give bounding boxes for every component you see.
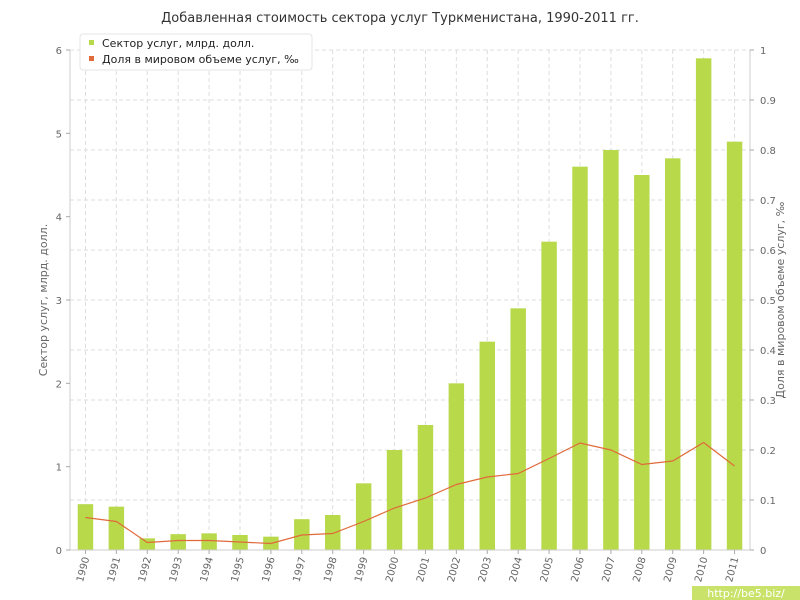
legend-swatch-bars xyxy=(89,40,94,45)
left-tick-label: 1 xyxy=(56,463,62,474)
right-tick-label: 0.4 xyxy=(760,346,776,357)
line-path xyxy=(85,441,735,545)
x-tick-label: 1997 xyxy=(292,556,309,583)
left-tick-label: 0 xyxy=(56,546,62,557)
bar xyxy=(386,450,403,550)
left-tick-label: 2 xyxy=(56,379,62,390)
left-axis-label: Сектор услуг, млрд. долл. xyxy=(37,224,50,376)
right-axis-ticks: 0 0.1 0.2 0.3 0.4 0.5 0.6 0.7 0.8 0.9 1 xyxy=(750,46,776,557)
left-tick-label: 6 xyxy=(56,46,62,57)
right-tick-label: 0.5 xyxy=(760,296,776,307)
bar-series xyxy=(77,58,743,551)
legend-label-line: Доля в мировом объеме услуг, ‰ xyxy=(102,53,299,66)
bar xyxy=(695,58,712,550)
x-tick-label: 2006 xyxy=(570,556,587,583)
left-tick-label: 3 xyxy=(56,296,62,307)
chart-title: Добавленная стоимость сектора услуг Турк… xyxy=(161,11,639,26)
x-tick-label: 2003 xyxy=(477,556,494,583)
bar xyxy=(572,166,588,550)
x-tick-label: 1999 xyxy=(353,556,370,583)
bar xyxy=(448,383,465,550)
bar xyxy=(325,515,341,550)
bar xyxy=(139,538,155,550)
x-tick-label: 2011 xyxy=(724,556,741,583)
x-tick-label: 2010 xyxy=(693,556,710,583)
left-tick-label: 4 xyxy=(56,213,62,224)
line-series xyxy=(85,441,735,545)
watermark-text[interactable]: http://be5.biz/ xyxy=(707,587,785,600)
x-tick-label: 1992 xyxy=(137,556,154,583)
x-tick-label: 2001 xyxy=(415,556,432,583)
x-tick-label: 2009 xyxy=(662,556,679,583)
bar xyxy=(665,158,681,551)
right-tick-label: 0 xyxy=(760,546,766,557)
bar xyxy=(634,175,650,550)
watermark: http://be5.biz/ xyxy=(692,586,800,600)
bar xyxy=(603,150,619,550)
bar xyxy=(108,506,125,550)
x-tick-label: 1990 xyxy=(75,556,92,583)
x-tick-label: 1996 xyxy=(261,556,278,583)
right-tick-label: 0.6 xyxy=(760,246,776,257)
bar xyxy=(479,341,495,550)
right-tick-label: 0.2 xyxy=(760,446,776,457)
x-tick-label: 2005 xyxy=(539,556,556,583)
bar xyxy=(510,308,526,550)
x-tick-label: 1993 xyxy=(168,556,185,583)
bar xyxy=(541,241,557,550)
bar xyxy=(355,483,372,550)
bar xyxy=(201,533,217,550)
bar xyxy=(170,534,186,550)
bar xyxy=(77,504,94,550)
x-tick-label: 2000 xyxy=(384,556,401,583)
right-tick-label: 1 xyxy=(760,46,766,57)
left-tick-label: 5 xyxy=(56,129,62,140)
legend-label-bars: Сектор услуг, млрд. долл. xyxy=(102,37,254,50)
x-tick-label: 2008 xyxy=(632,556,649,583)
x-tick-label: 1995 xyxy=(230,556,247,583)
x-tick-label: 2002 xyxy=(446,556,463,583)
right-tick-label: 0.3 xyxy=(760,396,776,407)
bar xyxy=(417,425,434,550)
right-tick-label: 0.8 xyxy=(760,146,776,157)
legend-box xyxy=(79,33,313,71)
x-axis-ticks: 1990 1991 1992 1993 1994 1995 1996 1997 1998 1999… xyxy=(75,550,741,583)
right-tick-label: 0.7 xyxy=(760,196,776,207)
right-axis-label: Доля в мировом объеме услуг, ‰ xyxy=(774,201,787,398)
x-tick-label: 1991 xyxy=(106,556,123,583)
x-tick-label: 1998 xyxy=(322,556,339,583)
right-tick-label: 0.1 xyxy=(760,496,776,507)
right-tick-label: 0.9 xyxy=(760,96,776,107)
x-tick-label: 2004 xyxy=(508,556,525,583)
x-tick-label: 1994 xyxy=(199,556,216,583)
left-axis-ticks: 0 1 2 3 4 5 6 xyxy=(56,46,70,557)
x-tick-label: 2007 xyxy=(601,556,618,583)
bar xyxy=(726,141,743,550)
legend-swatch-line xyxy=(89,56,94,61)
legend: Сектор услуг, млрд. долл. Доля в мировом… xyxy=(79,33,313,71)
watermark-background xyxy=(692,586,800,600)
